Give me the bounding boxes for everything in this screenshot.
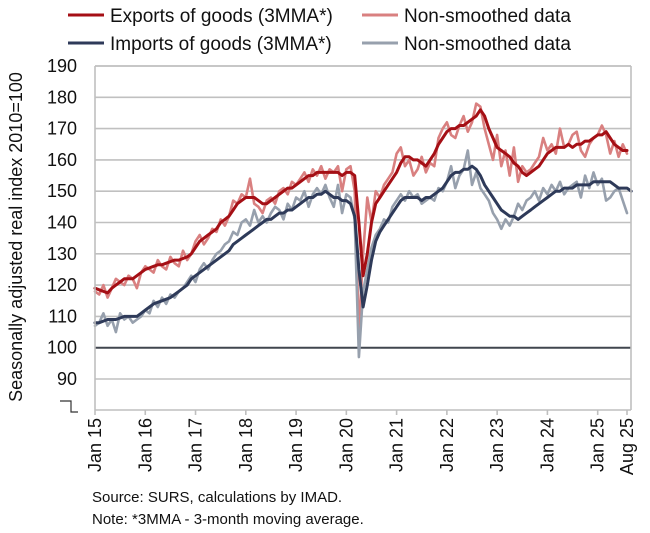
y-tick-label: 160 [47,150,77,170]
series-line-exports-3mma [93,108,629,295]
x-tick-label: Jan 19 [286,418,306,472]
x-tick-label: Jan 16 [135,418,155,472]
x-tick-label: Jan 20 [336,418,356,472]
source-note: Source: SURS, calculations by IMAD. [92,489,343,506]
axes [94,65,632,415]
x-tick-labels: Jan 15 Jan 16 Jan 17 Jan 18 Jan 19 Jan 20 Jan … [85,418,637,475]
y-tick-label: 140 [47,213,77,233]
gridlines [95,65,631,380]
legend-label-imports-3mma: Imports of goods (3MMA*) [110,34,332,55]
legend-label-exports-3mma: Exports of goods (3MMA*) [110,6,333,27]
x-tick-label: Jan 15 [85,418,105,472]
series-line-imports-3mma [93,164,633,325]
legend: Exports of goods (3MMA*) Non-smoothed da… [68,6,571,55]
y-tick-label: 130 [47,244,77,264]
y-tick-label: 120 [47,275,77,295]
legend-label-exports-raw: Non-smoothed data [404,6,571,27]
legend-label-imports-raw: Non-smoothed data [404,34,571,55]
y-tick-label: 180 [47,87,77,107]
y-tick-label: 150 [47,181,77,201]
x-tick-label: Jan 17 [186,418,206,472]
x-tick-label: Jan 21 [387,418,407,472]
x-tick-label: Jan 22 [437,418,457,472]
x-tick-label: Jan 18 [236,418,256,472]
x-tick-label: Jan 25 [588,418,608,472]
x-tick-label: Jan 23 [487,418,507,472]
y-tick-labels: 90 100 110 120 130 140 150 160 170 180 190 [47,56,78,413]
y-tick-label: 90 [57,369,77,389]
x-tick-label: Jan 24 [537,418,557,472]
footnote: Note: *3MMA - 3-month moving average. [92,511,364,528]
y-axis-title: Seasonally adjusted real index 2010=100 [6,72,26,402]
y-tick-label: 110 [48,306,77,326]
x-tick-label: Aug 25 [617,418,637,475]
series-group [93,102,633,359]
y-tick-label: 100 [47,338,77,358]
y-tick-label: 190 [47,56,77,76]
axis-break-icon [60,400,78,413]
y-tick-label: 170 [47,119,77,139]
